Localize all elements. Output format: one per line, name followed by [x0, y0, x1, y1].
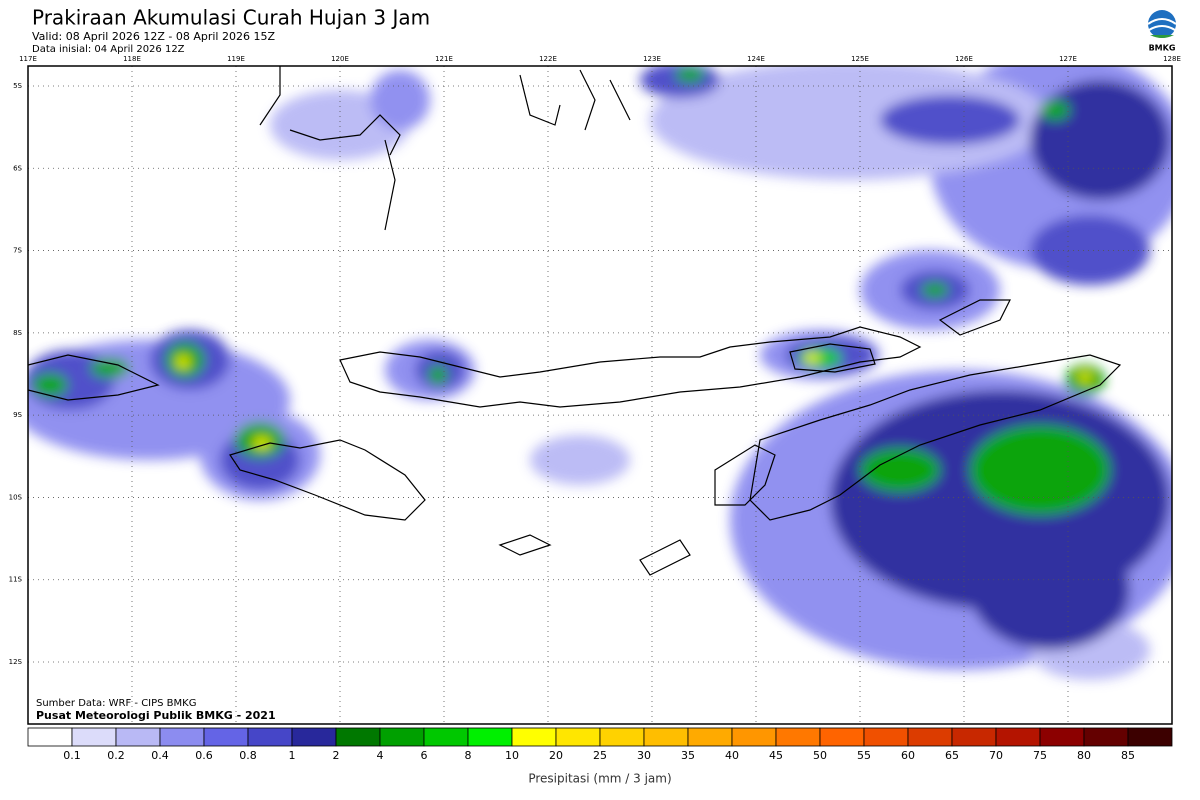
colorbar-label: 0.1: [63, 749, 81, 762]
lat-label: 12S: [9, 658, 23, 666]
lat-label: 8S: [13, 329, 22, 337]
colorbar-cell: [687, 727, 733, 747]
lon-label: 118E: [123, 55, 141, 63]
colorbar-cell: [1039, 727, 1085, 747]
colorbar-label: 55: [857, 749, 871, 762]
colorbar-cell: [71, 727, 117, 747]
colorbar-cell: [1127, 727, 1173, 747]
colorbar-cell: [995, 727, 1041, 747]
title: Prakiraan Akumulasi Curah Hujan 3 Jam: [32, 6, 430, 30]
colorbar-label: 8: [465, 749, 472, 762]
colorbar-label: 25: [593, 749, 607, 762]
colorbar-label: 1: [289, 749, 296, 762]
colorbar-cell: [159, 727, 205, 747]
colorbar-cell: [379, 727, 425, 747]
colorbar-label: 30: [637, 749, 651, 762]
colorbar-cell: [951, 727, 997, 747]
colorbar-label: 75: [1033, 749, 1047, 762]
credit-text: Pusat Meteorologi Publik BMKG - 2021: [36, 709, 276, 722]
colorbar-label: 35: [681, 749, 695, 762]
colorbar-cell: [511, 727, 557, 747]
colorbar-label: 0.4: [151, 749, 169, 762]
lon-label: 125E: [851, 55, 869, 63]
colorbar-title: Presipitasi (mm / 3 jam): [528, 772, 671, 786]
lat-label: 11S: [9, 576, 23, 584]
colorbar-label: 85: [1121, 749, 1135, 762]
colorbar-label: 0.2: [107, 749, 125, 762]
colorbar-label: 80: [1077, 749, 1091, 762]
valid-time: Valid: 08 April 2026 12Z - 08 April 2026…: [32, 30, 275, 43]
logo-text: BMKG: [1149, 44, 1176, 53]
logo: BMKG: [1147, 10, 1177, 53]
colorbar-label: 45: [769, 749, 783, 762]
initial-time: Data inisial: 04 April 2026 12Z: [32, 44, 185, 55]
colorbar-cell: [115, 727, 161, 747]
colorbar-cell: [335, 727, 381, 747]
precipitation: [28, 66, 1172, 680]
colorbar-label: 2: [333, 749, 340, 762]
colorbar-cell: [731, 727, 777, 747]
colorbar-label: 40: [725, 749, 739, 762]
lon-label: 120E: [331, 55, 349, 63]
lon-label: 121E: [435, 55, 453, 63]
colorbar-cell: [907, 727, 953, 747]
source-text: Sumber Data: WRF - CIPS BMKG: [36, 698, 196, 709]
lat-label: 7S: [13, 247, 22, 255]
colorbar-label: 65: [945, 749, 959, 762]
colorbar-label: 6: [421, 749, 428, 762]
colorbar-label: 50: [813, 749, 827, 762]
lon-label: 123E: [643, 55, 661, 63]
colorbar: 0.1 0.2 0.4 0.6 0.8 1 2 4 6 8 10 20 25 30 35 40 45 50 55 60…: [27, 727, 1173, 762]
colorbar-cell: [1083, 727, 1129, 747]
colorbar-cell: [27, 727, 73, 747]
colorbar-label: 0.8: [239, 749, 257, 762]
colorbar-cell: [423, 727, 469, 747]
colorbar-label: 70: [989, 749, 1003, 762]
map-frame: [27, 65, 1173, 725]
colorbar-cell: [203, 727, 249, 747]
colorbar-label: 20: [549, 749, 563, 762]
colorbar-label: 60: [901, 749, 915, 762]
colorbar-cell: [599, 727, 645, 747]
lon-label: 127E: [1059, 55, 1077, 63]
lon-label: 126E: [955, 55, 973, 63]
lat-label: 6S: [13, 164, 22, 172]
colorbar-cell: [643, 727, 689, 747]
colorbar-cell: [247, 727, 293, 747]
lon-label: 119E: [227, 55, 245, 63]
colorbar-cell: [863, 727, 909, 747]
lat-label: 5S: [13, 82, 22, 90]
lon-label: 128E: [1163, 55, 1181, 63]
lon-label: 122E: [539, 55, 557, 63]
coastlines: [28, 66, 1122, 576]
lat-label: 9S: [13, 411, 22, 419]
lat-label: 10S: [9, 493, 23, 501]
colorbar-label: 10: [505, 749, 519, 762]
lon-label: 117E: [19, 55, 37, 63]
colorbar-cell: [291, 727, 337, 747]
colorbar-cell: [775, 727, 821, 747]
colorbar-label: 4: [377, 749, 384, 762]
colorbar-cell: [467, 727, 513, 747]
colorbar-cell: [819, 727, 865, 747]
colorbar-cell: [555, 727, 601, 747]
lon-label: 124E: [747, 55, 765, 63]
graticule: 117E 118E 119E 120E 121E 122E 123E 124E 125E 126E…: [9, 55, 1181, 724]
colorbar-label: 0.6: [195, 749, 213, 762]
